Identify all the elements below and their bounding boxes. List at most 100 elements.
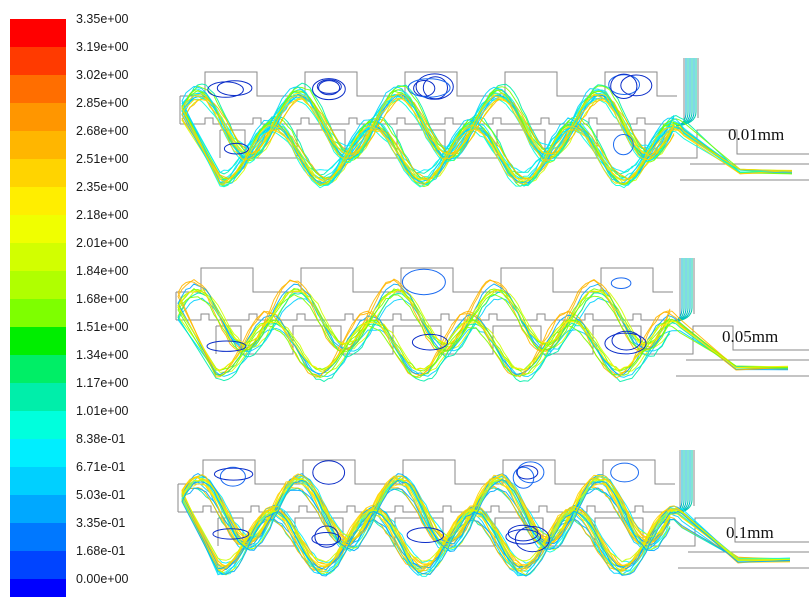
- colorbar-swatch: [10, 579, 66, 597]
- colorbar-tick-label: 1.51e+00: [76, 320, 129, 334]
- vortex-loop: [608, 74, 640, 95]
- vortex-loop: [411, 333, 449, 351]
- colorbar-swatch: [10, 19, 66, 48]
- colorbar-tick-label: 6.71e-01: [76, 460, 126, 474]
- colorbar-swatch: [10, 271, 66, 300]
- pathline: [181, 97, 793, 183]
- colorbar-swatch: [10, 243, 66, 272]
- colorbar-swatch: [10, 411, 66, 440]
- pathline: [177, 283, 789, 377]
- colorbar-tick-label: 1.01e+00: [76, 404, 129, 418]
- colorbar-tick-label: 3.19e+00: [76, 40, 129, 54]
- vortex-loop: [407, 78, 451, 98]
- pathline: [177, 297, 789, 378]
- channel-wall: [180, 71, 677, 97]
- vortex-loop: [219, 466, 246, 487]
- colorbar-tick-label: 1.17e+00: [76, 376, 129, 390]
- vortex-loop: [401, 268, 446, 296]
- channel-wall: [176, 267, 673, 293]
- vortex-loop: [406, 527, 445, 543]
- channel-wall: [683, 58, 699, 124]
- colorbar-tick-label: 2.01e+00: [76, 236, 129, 250]
- colorbar-swatch: [10, 215, 66, 244]
- vortex-loop: [613, 134, 634, 156]
- vortex-loop: [212, 528, 250, 540]
- pathline: [181, 479, 791, 577]
- colorbar-swatch: [10, 159, 66, 188]
- pathline: [177, 293, 789, 379]
- pathline: [181, 476, 791, 572]
- vortex-loop: [413, 80, 436, 97]
- colorbar-swatch: [10, 551, 66, 580]
- channel-wall: [216, 325, 809, 355]
- channel-wall: [676, 359, 809, 377]
- pathline: [177, 279, 789, 379]
- channel-wall: [679, 450, 695, 512]
- colorbar-tick-label: 1.68e+00: [76, 292, 129, 306]
- colorbar-swatch: [10, 383, 66, 412]
- pathline: [181, 473, 791, 571]
- channel-wall: [178, 459, 675, 485]
- colorbar-tick-label: 3.02e+00: [76, 68, 129, 82]
- colorbar-swatch: [10, 355, 66, 384]
- vortex-loop: [415, 73, 454, 100]
- colorbar-swatch: [10, 495, 66, 524]
- colorbar-tick-label: 5.03e-01: [76, 488, 126, 502]
- pathline: [181, 85, 793, 185]
- vortex-loop: [316, 79, 342, 94]
- vortex-loop: [610, 462, 639, 483]
- colorbar-tick-label: 3.35e-01: [76, 516, 126, 530]
- colorbar-tick-label: 2.18e+00: [76, 208, 129, 222]
- pathline: [177, 289, 789, 371]
- vortex-loop: [514, 526, 550, 553]
- pathline: [181, 478, 791, 563]
- vortex-loop: [516, 465, 539, 480]
- colorbar-tick-label: 8.38e-01: [76, 432, 126, 446]
- colorbar-swatch: [10, 467, 66, 496]
- pathline: [181, 93, 793, 186]
- vortex-loop: [213, 467, 254, 481]
- vortex-loop: [422, 76, 448, 100]
- colorbar-swatch: [10, 523, 66, 552]
- channel-wall: [678, 551, 809, 569]
- colorbar-tick-label: 0.00e+00: [76, 572, 129, 586]
- vortex-loop: [604, 332, 647, 355]
- colorbar-swatch: [10, 75, 66, 104]
- colorbar-swatch: [10, 439, 66, 468]
- vortex-loop: [223, 142, 249, 155]
- vortex-loop: [512, 466, 535, 489]
- channel-wall: [680, 163, 809, 181]
- vortex-loop: [311, 532, 342, 546]
- vortex-loop: [216, 80, 253, 96]
- channel-wall: [679, 258, 695, 320]
- colorbar-tick-label: 2.51e+00: [76, 152, 129, 166]
- vortex-loop: [610, 277, 632, 290]
- vortex-loop: [312, 78, 346, 101]
- colorbar-tick-label: 3.35e+00: [76, 12, 129, 26]
- vortex-loop: [620, 74, 653, 97]
- vortex-loop: [610, 73, 638, 100]
- colorbar-tick-label: 2.68e+00: [76, 124, 129, 138]
- colorbar-swatch: [10, 103, 66, 132]
- colorbar-swatch: [10, 187, 66, 216]
- colorbar-tick-label: 2.85e+00: [76, 96, 129, 110]
- colorbar-swatch: [10, 299, 66, 328]
- panel-label-0: 0.01mm: [728, 125, 785, 144]
- vortex-loop: [611, 330, 642, 351]
- vortex-loop: [314, 525, 340, 548]
- panel-label-2: 0.1mm: [726, 523, 774, 542]
- vortex-loop: [206, 340, 247, 352]
- colorbar-swatch: [10, 327, 66, 356]
- colorbar-tick-label: 1.84e+00: [76, 264, 129, 278]
- colorbar-tick-label: 2.35e+00: [76, 180, 129, 194]
- vortex-loop: [505, 529, 542, 545]
- vortex-loop: [312, 460, 346, 485]
- colorbar-tick-label: 1.34e+00: [76, 348, 129, 362]
- vortex-loop: [318, 80, 341, 96]
- panel-label-1: 0.05mm: [722, 327, 779, 346]
- channel-wall: [218, 517, 809, 547]
- colorbar-tick-label: 1.68e-01: [76, 544, 126, 558]
- colorbar-swatch: [10, 131, 66, 160]
